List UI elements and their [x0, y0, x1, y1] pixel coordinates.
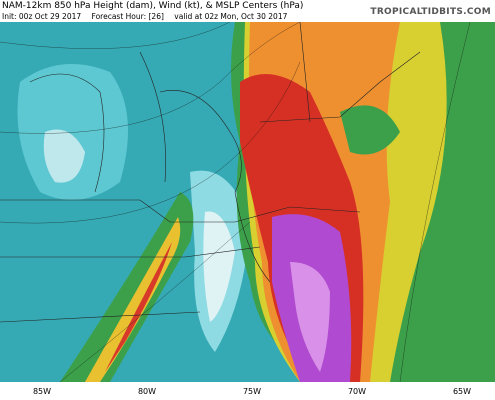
wind-band	[85, 217, 181, 382]
wind-max	[290, 262, 330, 372]
valid-time: valid at 02z Mon, Oct 30 2017	[174, 12, 288, 21]
weak-wind-area	[43, 129, 85, 183]
longitude-label: 70W	[347, 387, 367, 396]
forecast-hour: Forecast Hour: [26]	[91, 12, 164, 21]
weak-wind-area	[203, 211, 235, 322]
height-contours	[0, 22, 471, 382]
run-info: Init: 00z Oct 29 2017 Forecast Hour: [26…	[2, 12, 295, 21]
source: TROPICALTIDBITS.COM	[370, 7, 491, 17]
longitude-label: 75W	[242, 387, 262, 396]
wind-band	[60, 192, 194, 382]
longitude-label: 65W	[452, 387, 472, 396]
map-title: NAM-12km 850 hPa Height (dam), Wind (kt)…	[2, 1, 304, 11]
init-time: Init: 00z Oct 29 2017	[2, 12, 82, 21]
boundaries	[0, 22, 421, 323]
longitude-label: 85W	[32, 387, 52, 396]
wind-band	[105, 242, 172, 372]
light-field	[17, 64, 128, 200]
map	[0, 22, 495, 382]
longitude-label: 80W	[137, 387, 157, 396]
wind-field	[340, 105, 400, 155]
